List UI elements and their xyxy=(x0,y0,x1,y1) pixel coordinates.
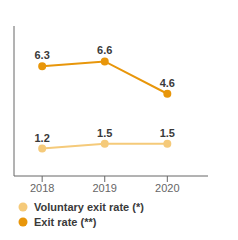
svg-text:6.6: 6.6 xyxy=(97,44,112,56)
svg-text:1.2: 1.2 xyxy=(35,132,50,144)
svg-text:1.5: 1.5 xyxy=(97,127,112,139)
svg-text:2020: 2020 xyxy=(155,182,179,194)
svg-text:4.6: 4.6 xyxy=(160,77,175,89)
svg-text:1.5: 1.5 xyxy=(160,127,175,139)
html-text:Voluntary exit rate (*): Voluntary exit rate (*) xyxy=(34,201,144,213)
svg-text:2019: 2019 xyxy=(92,182,116,194)
svg-text:2018: 2018 xyxy=(30,182,54,194)
svg-text:6.3: 6.3 xyxy=(35,49,50,61)
html-text:Exit rate (**): Exit rate (**) xyxy=(34,216,97,228)
